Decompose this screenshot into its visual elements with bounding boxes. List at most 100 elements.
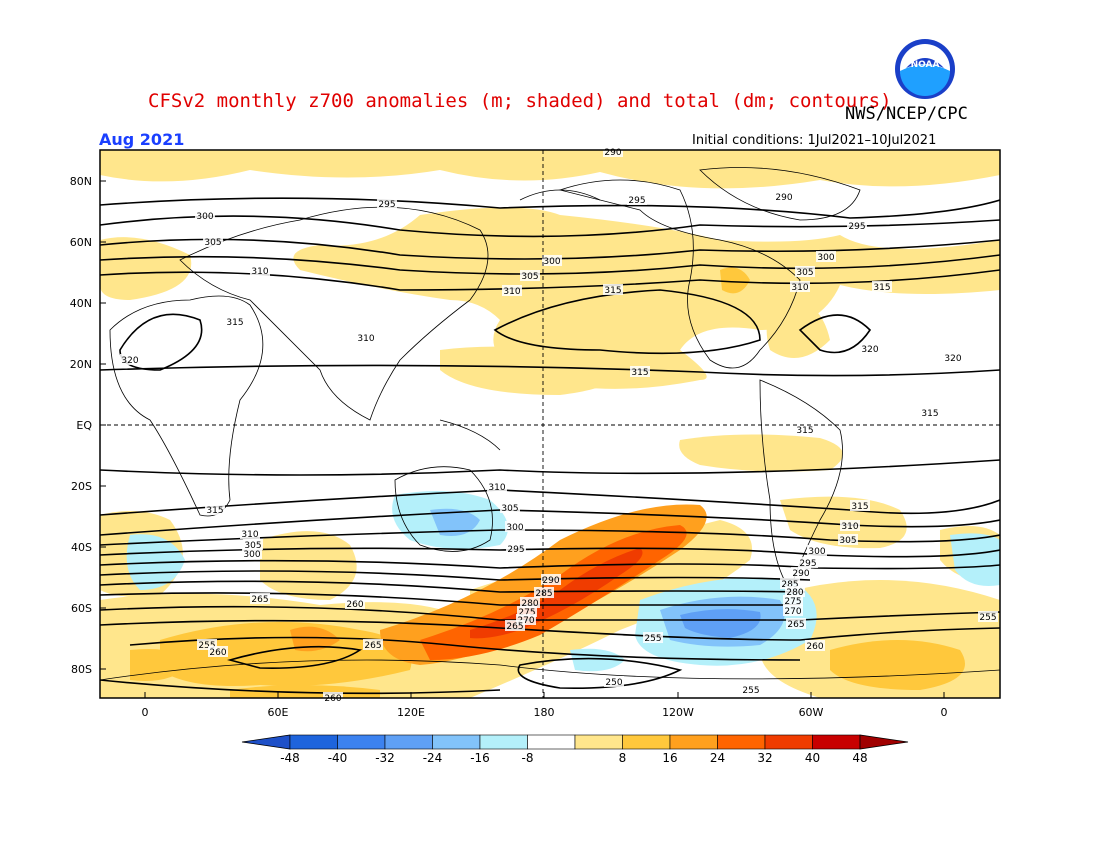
colorbar-label: 8: [619, 751, 627, 765]
colorbar-swatch: [384, 734, 433, 750]
contour-label: 290: [775, 193, 792, 203]
contour-label-bg: [377, 198, 397, 209]
contour-label: 305: [501, 504, 518, 514]
contour-label-bg: [205, 504, 225, 515]
contour-label: 275: [784, 597, 801, 607]
contour-label-bg: [197, 639, 217, 650]
contour-label: 315: [604, 286, 621, 296]
longitude-axis: 0 60E 120E 180 120W 60W 0: [142, 692, 948, 719]
contour-label: 310: [241, 530, 258, 540]
contour-label: 255: [742, 686, 759, 696]
contour-label: 300: [808, 547, 825, 557]
contour-label: 285: [781, 580, 798, 590]
contour-label: 305: [244, 541, 261, 551]
contour-label: 290: [542, 576, 559, 586]
contour-label-bg: [783, 595, 803, 606]
contour-label: 255: [979, 613, 996, 623]
lat-label: 20N: [70, 358, 92, 371]
initial-conditions: Initial conditions: 1Jul2021–10Jul2021: [692, 133, 937, 148]
contour-label-bg: [920, 407, 940, 418]
colorbar-swatch: [622, 734, 671, 750]
contour-label-bg: [356, 332, 376, 343]
contour-label-bg: [516, 614, 536, 625]
contour-label-bg: [805, 640, 825, 651]
contour-label: 295: [799, 559, 816, 569]
contour-label-bg: [240, 528, 260, 539]
contour-label-bg: [838, 534, 858, 545]
colorbar-label: 32: [757, 751, 772, 765]
colorbar-label: 24: [710, 751, 725, 765]
contour-label: 250: [605, 678, 622, 688]
contour-label-bg: [363, 639, 383, 650]
contour-label-bg: [630, 366, 650, 377]
contour-label-bg: [774, 191, 794, 202]
contour-label: 295: [628, 196, 645, 206]
map-frame: [99, 149, 1001, 699]
contour-label: 265: [364, 641, 381, 651]
contour-label: 275: [518, 608, 535, 618]
colorbar-label: -40: [328, 751, 348, 765]
latitude-axis: 80N 60N 40N 20N EQ 20S 40S 60S 80S: [70, 175, 106, 676]
contour-label: 310: [357, 334, 374, 344]
contour-label: 305: [796, 268, 813, 278]
colorbar-swatch: [527, 734, 576, 750]
forecast-month: Aug 2021: [99, 130, 185, 149]
contour-label: 265: [506, 622, 523, 632]
contour-label: 295: [507, 545, 524, 555]
contour-label-bg: [506, 543, 526, 554]
contour-label: 280: [786, 588, 803, 598]
lat-label: 20S: [71, 480, 92, 493]
contour-label-bg: [798, 557, 818, 568]
contour-label: 270: [517, 616, 534, 626]
contour-label-bg: [780, 578, 800, 589]
contour-label: 315: [921, 409, 938, 419]
contour-label-bg: [795, 424, 815, 435]
contour-label: 255: [198, 641, 215, 651]
contour-label-bg: [502, 285, 522, 296]
contour-label-bg: [208, 646, 228, 657]
contour-label: 310: [503, 287, 520, 297]
contour-label-bg: [203, 236, 223, 247]
contour-label: 315: [226, 318, 243, 328]
colorbar-swatch: [764, 734, 813, 750]
contour-label-bg: [816, 251, 836, 262]
contour-label-bg: [790, 281, 810, 292]
contour-label-bg: [604, 676, 624, 687]
contour-label: 300: [243, 550, 260, 560]
svg-text:NOAA: NOAA: [911, 60, 940, 70]
lon-label: 120E: [397, 706, 425, 719]
colorbar-swatch: [574, 734, 623, 750]
contour-label-bg: [242, 548, 262, 559]
contour-label-bg: [517, 606, 537, 617]
contour-label: 290: [604, 148, 621, 158]
contour-label-bg: [520, 597, 540, 608]
height-contours: [100, 197, 1000, 695]
contour-label-bg: [250, 265, 270, 276]
chart-title: CFSv2 monthly z700 anomalies (m; shaded)…: [148, 90, 892, 112]
contour-label-bg: [840, 520, 860, 531]
contour-label-bg: [741, 684, 761, 695]
contour-label: 295: [378, 200, 395, 210]
contour-label-bg: [487, 481, 507, 492]
colorbar-label: 40: [805, 751, 820, 765]
lon-label: 60E: [268, 706, 289, 719]
contour-label-bg: [785, 586, 805, 597]
agency-label: NWS/NCEP/CPC: [845, 104, 968, 124]
colorbar-swatch: [289, 734, 338, 750]
colorbar-label: 16: [662, 751, 677, 765]
contour-label: 270: [784, 607, 801, 617]
contour-label-bg: [795, 266, 815, 277]
contour-label: 310: [791, 283, 808, 293]
colorbar-label: -32: [375, 751, 395, 765]
colorbar-label: -16: [470, 751, 490, 765]
colorbar-label: -8: [522, 751, 534, 765]
contour-label: 310: [841, 522, 858, 532]
contour-label-bg: [345, 598, 365, 609]
contour-label: 315: [631, 368, 648, 378]
lon-label: 0: [142, 706, 149, 719]
contour-label: 300: [196, 212, 213, 222]
lat-label: EQ: [76, 419, 92, 432]
lat-label: 80N: [70, 175, 92, 188]
colorbar-swatch: [812, 734, 861, 750]
